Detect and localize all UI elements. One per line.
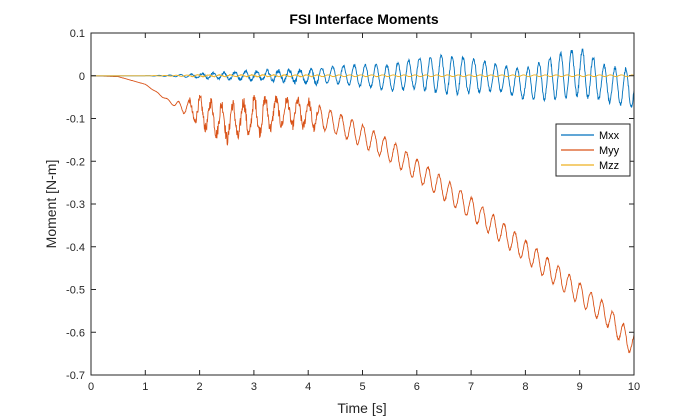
x-tick-label: 9 [577,381,583,393]
y-tick-label: -0.1 [66,114,85,126]
legend-label-mxx: Mxx [599,130,620,142]
series-line-myy [91,75,635,354]
x-tick-label: 3 [251,381,257,393]
y-tick-label: 0.1 [70,28,85,40]
series-line-mzz [91,73,635,78]
y-tick-label: -0.2 [66,156,85,168]
x-axis: 0 1 2 3 4 5 6 7 8 9 10 [88,33,640,393]
legend-label-mzz: Mzz [599,160,619,172]
y-axis-label: Moment [N-m] [43,160,59,249]
x-tick-label: 8 [522,381,528,393]
y-tick-label: 0 [79,71,85,83]
x-tick-label: 5 [359,381,365,393]
y-tick-label: -0.4 [66,242,85,254]
x-tick-label: 2 [197,381,203,393]
y-axis: 0.1 0 -0.1 -0.2 -0.3 -0.4 -0.5 -0.6 -0.7 [66,28,634,382]
y-tick-label: -0.7 [66,370,85,382]
x-tick-label: 7 [468,381,474,393]
x-tick-label: 1 [142,381,148,393]
legend: Mxx Myy Mzz [555,123,631,177]
x-tick-label: 10 [628,381,640,393]
x-tick-label: 4 [305,381,311,393]
x-axis-label: Time [s] [337,400,386,416]
legend-label-myy: Myy [599,145,620,157]
series-layer [91,48,635,354]
x-tick-label: 6 [414,381,420,393]
chart-title: FSI Interface Moments [289,11,439,27]
y-tick-label: -0.3 [66,199,85,211]
y-tick-label: -0.6 [66,327,85,339]
y-tick-label: -0.5 [66,285,85,297]
series-line-mxx [91,48,635,108]
x-tick-label: 0 [88,381,94,393]
